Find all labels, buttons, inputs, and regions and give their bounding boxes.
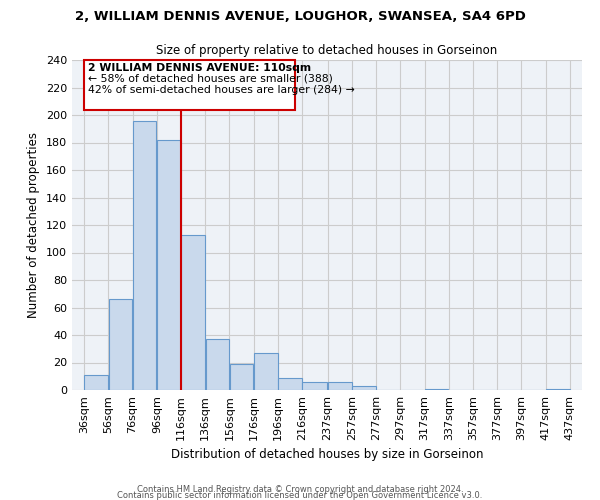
Text: ← 58% of detached houses are smaller (388): ← 58% of detached houses are smaller (38… xyxy=(88,74,332,84)
Text: Contains public sector information licensed under the Open Government Licence v3: Contains public sector information licen… xyxy=(118,490,482,500)
X-axis label: Distribution of detached houses by size in Gorseinon: Distribution of detached houses by size … xyxy=(171,448,483,462)
Bar xyxy=(157,140,181,390)
Bar xyxy=(278,378,302,390)
Bar xyxy=(181,234,205,390)
FancyBboxPatch shape xyxy=(84,60,295,110)
Bar xyxy=(230,364,253,390)
Text: 42% of semi-detached houses are larger (284) →: 42% of semi-detached houses are larger (… xyxy=(88,84,355,95)
Bar xyxy=(302,382,328,390)
Bar xyxy=(109,299,132,390)
Bar xyxy=(133,120,157,390)
Bar xyxy=(546,388,569,390)
Bar xyxy=(206,339,229,390)
Bar xyxy=(328,382,352,390)
Title: Size of property relative to detached houses in Gorseinon: Size of property relative to detached ho… xyxy=(157,44,497,58)
Bar xyxy=(425,388,448,390)
Bar xyxy=(352,386,376,390)
Text: 2, WILLIAM DENNIS AVENUE, LOUGHOR, SWANSEA, SA4 6PD: 2, WILLIAM DENNIS AVENUE, LOUGHOR, SWANS… xyxy=(74,10,526,23)
Y-axis label: Number of detached properties: Number of detached properties xyxy=(28,132,40,318)
Text: 2 WILLIAM DENNIS AVENUE: 110sqm: 2 WILLIAM DENNIS AVENUE: 110sqm xyxy=(88,62,311,72)
Text: Contains HM Land Registry data © Crown copyright and database right 2024.: Contains HM Land Registry data © Crown c… xyxy=(137,484,463,494)
Bar xyxy=(254,353,278,390)
Bar xyxy=(85,375,108,390)
